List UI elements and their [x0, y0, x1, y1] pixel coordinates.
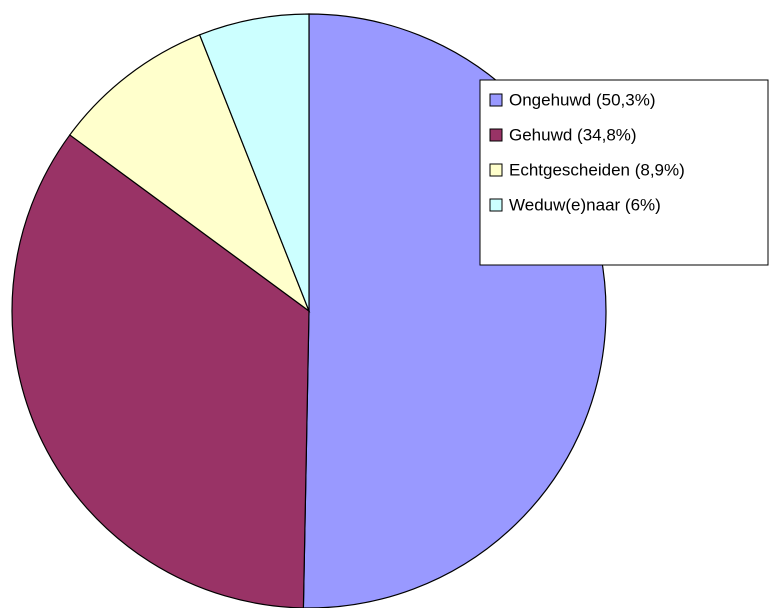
legend-label: Echtgescheiden (8,9%) — [509, 160, 685, 179]
legend-label: Gehuwd (34,8%) — [509, 125, 637, 144]
pie-slice — [68, 34, 311, 313]
legend-swatch — [489, 128, 503, 142]
legend-swatch — [489, 163, 503, 177]
legend: Ongehuwd (50,3%) Gehuwd (34,8%) Echtgesche… — [479, 79, 769, 266]
legend-label: Ongehuwd (50,3%) — [509, 90, 655, 109]
legend-label: Weduw(e)naar (6%) — [509, 195, 661, 214]
legend-swatch — [489, 93, 503, 107]
legend-box — [479, 79, 769, 266]
pie-slice — [11, 134, 310, 608]
pie-slice — [198, 13, 310, 312]
legend-swatch — [489, 198, 503, 212]
